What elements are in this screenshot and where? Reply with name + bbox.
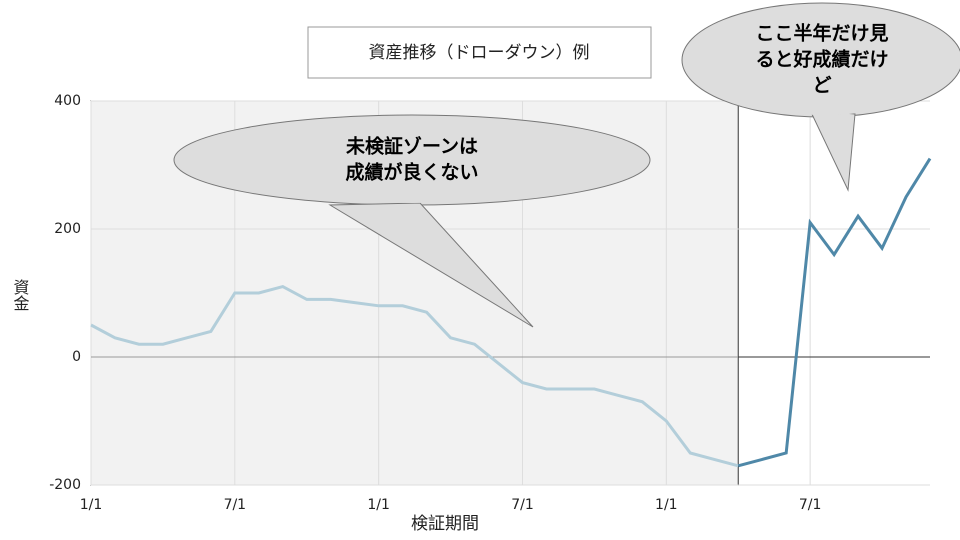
callout-text: 成績が良くない	[345, 161, 478, 184]
y-tick-label: 200	[54, 221, 81, 237]
title-box	[307, 26, 652, 79]
data-line	[737, 157, 932, 468]
callout-tail	[328, 202, 534, 328]
callout-text: ど	[812, 75, 831, 97]
x-tick-label: 1/1	[80, 497, 103, 513]
x-axis-label: 検証期間	[411, 514, 479, 534]
y-tick-label: 400	[54, 93, 81, 109]
data-line	[90, 284, 739, 468]
x-tick-label: 1/1	[367, 497, 390, 513]
callout-text: ると好成績だけ	[755, 48, 888, 71]
callout-text: ここ半年だけ見	[755, 22, 888, 45]
y-tick-label: -200	[49, 477, 81, 493]
y-tick-label: 0	[72, 349, 81, 365]
x-tick-label: 7/1	[799, 497, 822, 513]
callout-cover	[684, 5, 960, 115]
chart-title: 資産推移（ドローダウン）例	[369, 43, 590, 63]
x-tick-label: 7/1	[224, 497, 247, 513]
callout-text: 未検証ゾーンは	[345, 135, 478, 158]
y-axis-label: 資金	[11, 279, 30, 311]
callout-cover	[176, 117, 648, 203]
x-tick-label: 1/1	[655, 497, 678, 513]
x-tick-label: 7/1	[511, 497, 534, 513]
